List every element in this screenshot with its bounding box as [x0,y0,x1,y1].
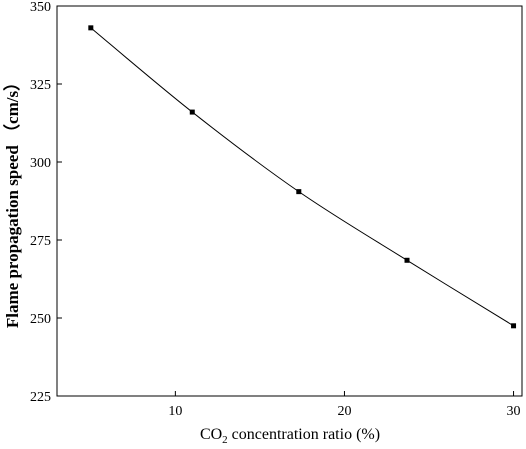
data-point [88,25,94,31]
x-axis-title: CO2 concentration ratio (%) [200,426,380,446]
y-tick-label: 350 [30,0,51,15]
y-tick-label: 325 [30,78,51,93]
data-point [511,323,517,329]
data-point [296,189,302,195]
y-axis-ticks: 225 250 275 300 325 350 [30,0,62,405]
plot-frame [56,5,523,397]
data-point [189,109,195,115]
x-tick-label: 10 [168,404,182,419]
series-line [90,27,514,327]
x-tick-label: 20 [337,404,351,419]
data-point [404,257,410,263]
y-axis-title: Flame propagation speed （cm/s） [2,74,22,328]
y-tick-label: 275 [30,234,51,249]
x-tick-label: 30 [507,404,521,419]
x-axis-ticks: 10 20 30 [168,391,521,419]
data-points [88,25,517,329]
y-tick-label: 300 [30,156,51,171]
y-tick-label: 225 [30,390,51,405]
x-axis-title-main: CO [200,426,222,443]
x-axis-title-rest: concentration ratio (%) [228,426,380,443]
y-tick-label: 250 [30,312,51,327]
x-axis-title-sub: 2 [222,434,228,446]
